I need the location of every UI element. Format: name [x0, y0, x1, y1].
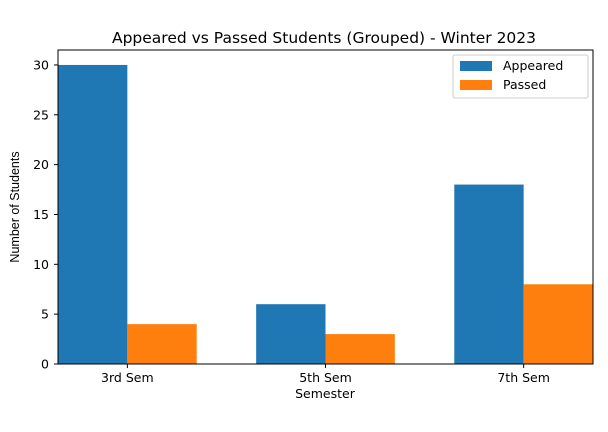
x-axis-label: Semester — [295, 386, 356, 401]
x-tick-label: 3rd Sem — [101, 370, 154, 385]
plot-frame — [57, 49, 594, 365]
y-axis-ticks: 0 5 10 15 20 25 30 — [33, 57, 58, 372]
legend: Appeared Passed — [452, 54, 589, 99]
legend-swatch-passed — [460, 80, 492, 90]
y-tick-label: 25 — [33, 107, 49, 122]
legend-label-appeared: Appeared — [503, 58, 563, 73]
bar-appeared-7th-sem — [454, 184, 524, 364]
bar-appeared-5th-sem — [256, 304, 326, 364]
y-axis-label: Number of Students — [8, 151, 22, 262]
legend-label-passed: Passed — [503, 77, 546, 92]
y-tick-label: 10 — [33, 257, 49, 272]
bar-passed-3rd-sem — [127, 324, 197, 364]
y-tick-label: 30 — [33, 57, 49, 72]
y-tick-label: 5 — [41, 307, 49, 322]
bar-passed-7th-sem — [523, 284, 593, 364]
x-axis-ticks: 3rd Sem 5th Sem 7th Sem — [101, 364, 550, 385]
x-tick-label: 7th Sem — [497, 370, 550, 385]
y-tick-label: 20 — [33, 157, 49, 172]
legend-swatch-appeared — [460, 61, 492, 71]
y-tick-label: 15 — [33, 207, 49, 222]
bar-appeared-3rd-sem — [58, 64, 128, 364]
x-tick-label: 5th Sem — [299, 370, 352, 385]
chart-title: Appeared vs Passed Students (Grouped) - … — [112, 29, 536, 47]
y-tick-label: 0 — [41, 357, 49, 372]
bars-group — [58, 64, 593, 364]
bar-passed-5th-sem — [325, 334, 395, 364]
